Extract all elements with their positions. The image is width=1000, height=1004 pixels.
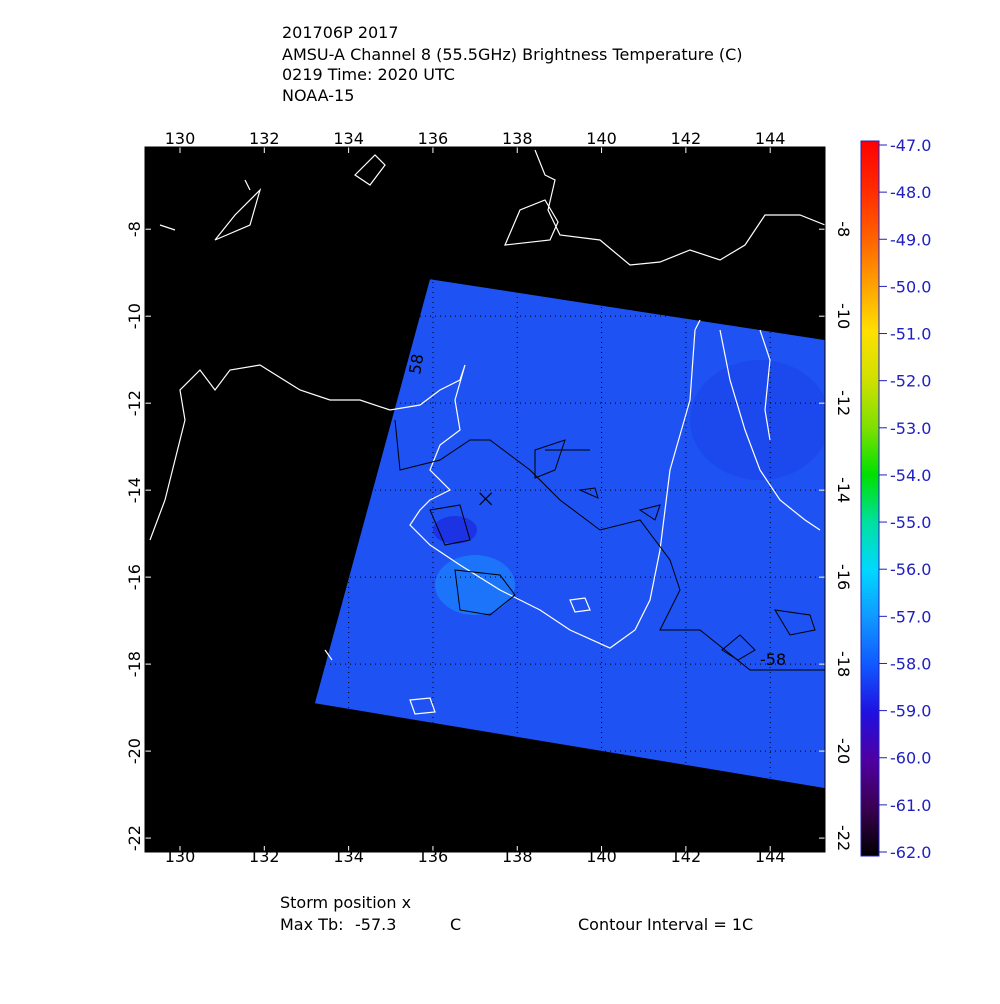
x-tick-label: 134 [333,129,364,148]
y-tick-label: -8 [125,221,144,237]
max-tb-unit: C [450,915,461,934]
contour-line [394,419,825,671]
colorbar-label: -53.0 [890,419,931,438]
colorbar-scale [860,140,880,857]
coastline [719,329,821,531]
colorbar: -47.0 -48.0 -49.0 -50.0 -51.0 -52.0 -53.0 -54.0… [860,136,931,862]
y-tick-label: -10 [125,303,144,329]
y-tick-label: -18 [125,651,144,677]
warm-area [435,555,515,615]
x-tick-label: 138 [502,847,533,866]
footer: Storm position x Max Tb: -57.3 C Contour… [280,893,753,934]
header-line: NOAA-15 [282,86,354,105]
y-tick-label: -16 [125,564,144,590]
x-tick-label: 140 [586,129,617,148]
cold-area [690,360,825,480]
x-tick-label: 140 [586,847,617,866]
header-line: 0219 Time: 2020 UTC [282,65,455,84]
colorbar-label: -54.0 [890,466,931,485]
header-line: 201706P 2017 [282,23,399,42]
x-tick-label: 134 [333,847,364,866]
y-tick-label: -16 [834,564,853,590]
contour-label: 58 [405,352,427,375]
x-tick-label: 144 [755,847,786,866]
contours [394,419,825,671]
colorbar-label: -52.0 [890,372,931,391]
coastline [504,199,559,246]
contour-line [534,439,590,479]
colorbar-label: -50.0 [890,277,931,296]
storm-label: Storm position x [280,893,411,912]
colorbar-label: -48.0 [890,183,931,202]
y-tick-label: -18 [834,651,853,677]
coastline [534,149,825,266]
contour-line [578,487,816,661]
x-tick-label: 130 [165,129,196,148]
max-tb-value: -57.3 [355,915,396,934]
y-tick-label: -22 [125,825,144,851]
plot-frame [144,146,826,853]
x-tick-label: 142 [671,129,702,148]
colorbar-label: -51.0 [890,325,931,344]
y-tick-label: -20 [834,738,853,764]
contour-line [429,504,471,546]
storm-marker [479,492,493,506]
contour-line [454,569,516,616]
colorbar-label: -47.0 [890,136,931,155]
colorbar-label: -55.0 [890,513,931,532]
x-tick-label: 142 [671,847,702,866]
contour-label: -58 [760,650,786,669]
header-line: AMSU-A Channel 8 (55.5GHz) Brightness Te… [282,45,743,64]
x-tick-label: 132 [249,129,280,148]
header: 201706P 2017 AMSU-A Channel 8 (55.5GHz) … [282,23,743,105]
cold-area [433,516,477,544]
x-tick-label: 132 [249,847,280,866]
colorbar-label: -62.0 [890,843,931,862]
y-tick-label: -20 [125,738,144,764]
colorbar-label: -57.0 [890,607,931,626]
y-tick-label: -22 [834,825,853,851]
y-tick-label: -8 [834,221,853,237]
colorbar-label: -59.0 [890,702,931,721]
y-tick-label: -14 [125,477,144,503]
max-tb-label: Max Tb: [280,915,343,934]
y-tick-label: -12 [834,390,853,416]
coastlines [149,149,825,715]
colorbar-label: -60.0 [890,749,931,768]
colorbar-label: -56.0 [890,560,931,579]
x-tick-label: 138 [502,129,533,148]
x-tick-label: 144 [755,129,786,148]
colorbar-label: -58.0 [890,654,931,673]
x-tick-label: 136 [418,129,449,148]
swath [314,279,825,789]
coastline [159,154,386,241]
y-tick-label: -10 [834,303,853,329]
coastline [149,319,701,649]
y-tick-label: -14 [834,477,853,503]
contour-interval: Contour Interval = 1C [578,915,753,934]
colorbar-label: -61.0 [890,796,931,815]
y-tick-label: -12 [125,390,144,416]
x-tick-label: 130 [165,847,196,866]
coastline [324,597,591,715]
x-tick-label: 136 [418,847,449,866]
colorbar-label: -49.0 [890,230,931,249]
